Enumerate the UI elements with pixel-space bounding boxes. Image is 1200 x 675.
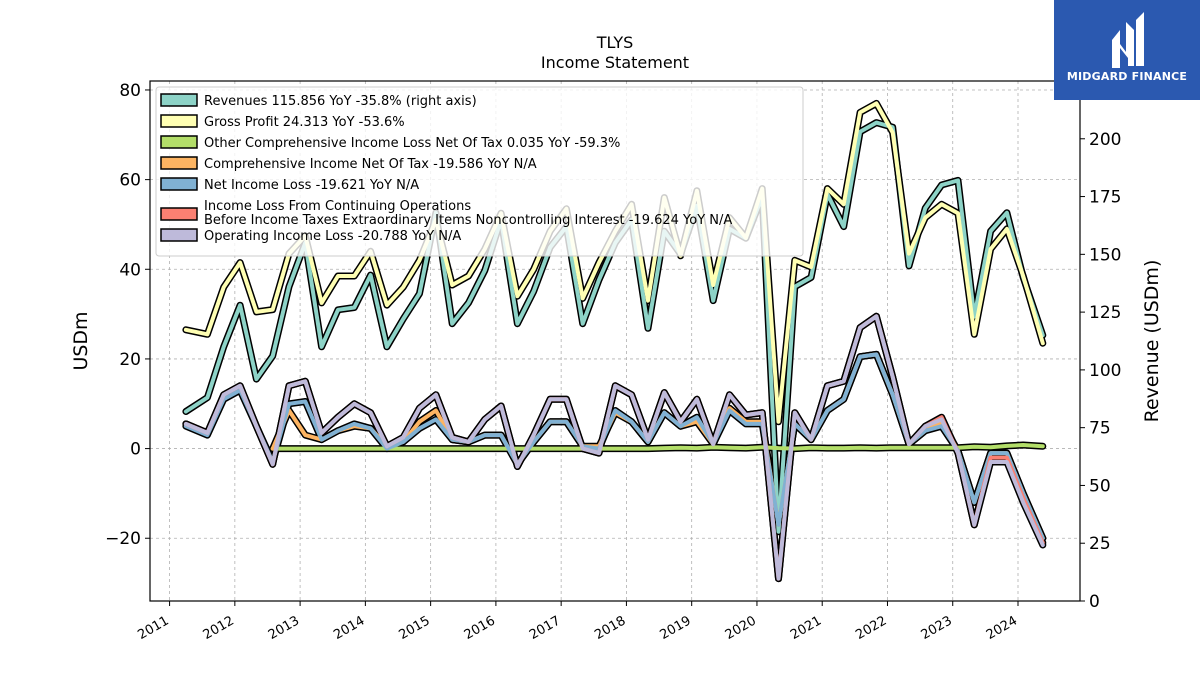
left-y-tick-label: 80 [119, 81, 141, 101]
right-y-axis: 0 25 50 75 100 125 150 175 200 [1080, 130, 1121, 612]
x-tick-label: 2019 [658, 613, 694, 643]
left-y-tick-label: 40 [119, 260, 141, 280]
legend-label: Net Income Loss -19.621 YoY N/A [204, 178, 419, 193]
legend: Revenues 115.856 YoY -35.8% (right axis)… [155, 86, 804, 257]
legend-swatch [160, 156, 198, 170]
left-y-tick-label: 20 [119, 350, 141, 370]
x-tick-label: 2018 [592, 613, 628, 643]
left-y-tick-label: −20 [105, 529, 141, 549]
midgard-logo-icon [1112, 12, 1144, 68]
legend-label: Other Comprehensive Income Loss Net Of T… [204, 136, 620, 151]
x-tick-label: 2020 [723, 613, 759, 643]
x-tick-label: 2013 [266, 613, 302, 643]
x-axis: 2011 2012 2013 2014 2015 2016 2017 2018 2019 2020… [135, 601, 1020, 643]
legend-swatch [160, 207, 198, 221]
right-y-tick-label: 0 [1089, 592, 1100, 612]
right-y-tick-label: 125 [1089, 303, 1121, 323]
right-y-tick-label: 25 [1089, 534, 1111, 554]
x-tick-label: 2023 [919, 613, 955, 643]
left-axis-label: USDm [70, 311, 92, 370]
legend-swatch [160, 177, 198, 191]
right-y-tick-label: 200 [1089, 130, 1121, 150]
left-y-axis: −20 0 20 40 60 80 [105, 81, 150, 549]
legend-label: Income Loss From Continuing Operations [204, 199, 471, 214]
x-tick-label: 2021 [788, 613, 824, 643]
x-tick-label: 2024 [984, 613, 1020, 643]
plot-frame [149, 80, 1081, 602]
right-y-tick-label: 150 [1089, 245, 1121, 265]
legend-swatch [160, 114, 198, 128]
legend-swatch [160, 228, 198, 242]
right-y-tick-label: 50 [1089, 476, 1111, 496]
x-tick-label: 2017 [527, 613, 563, 643]
chart-subtitle: Income Statement [541, 53, 689, 72]
right-axis-label: Revenue (USDm) [1141, 260, 1163, 423]
legend-label: Gross Profit 24.313 YoY -53.6% [204, 115, 405, 130]
series-line [183, 314, 1045, 581]
x-tick-label: 2011 [135, 613, 171, 643]
brand-name: MIDGARD FINANCE [1066, 70, 1188, 83]
left-y-tick-label: 60 [119, 171, 141, 191]
x-tick-label: 2016 [462, 613, 498, 643]
right-y-tick-label: 75 [1089, 419, 1111, 439]
legend-label: Comprehensive Income Net Of Tax -19.586 … [204, 157, 537, 172]
legend-frame [155, 86, 804, 257]
legend-label: Revenues 115.856 YoY -35.8% (right axis) [204, 94, 477, 109]
legend-label: Operating Income Loss -20.788 YoY N/A [204, 229, 461, 244]
legend-swatch [160, 93, 198, 107]
series-line [183, 352, 1045, 541]
x-tick-label: 2022 [853, 613, 889, 643]
left-y-tick-label: 0 [130, 440, 141, 460]
right-y-tick-label: 100 [1089, 361, 1121, 381]
series-line [270, 443, 1045, 451]
x-tick-label: 2014 [331, 613, 367, 643]
right-y-tick-label: 175 [1089, 188, 1121, 208]
x-tick-label: 2012 [201, 613, 237, 643]
brand-logo: MIDGARD FINANCE [1054, 0, 1200, 100]
legend-swatch [160, 135, 198, 149]
legend-label: Before Income Taxes Extraordinary Items … [204, 213, 732, 228]
chart-title: TLYS [596, 33, 634, 52]
x-tick-label: 2015 [396, 613, 432, 643]
